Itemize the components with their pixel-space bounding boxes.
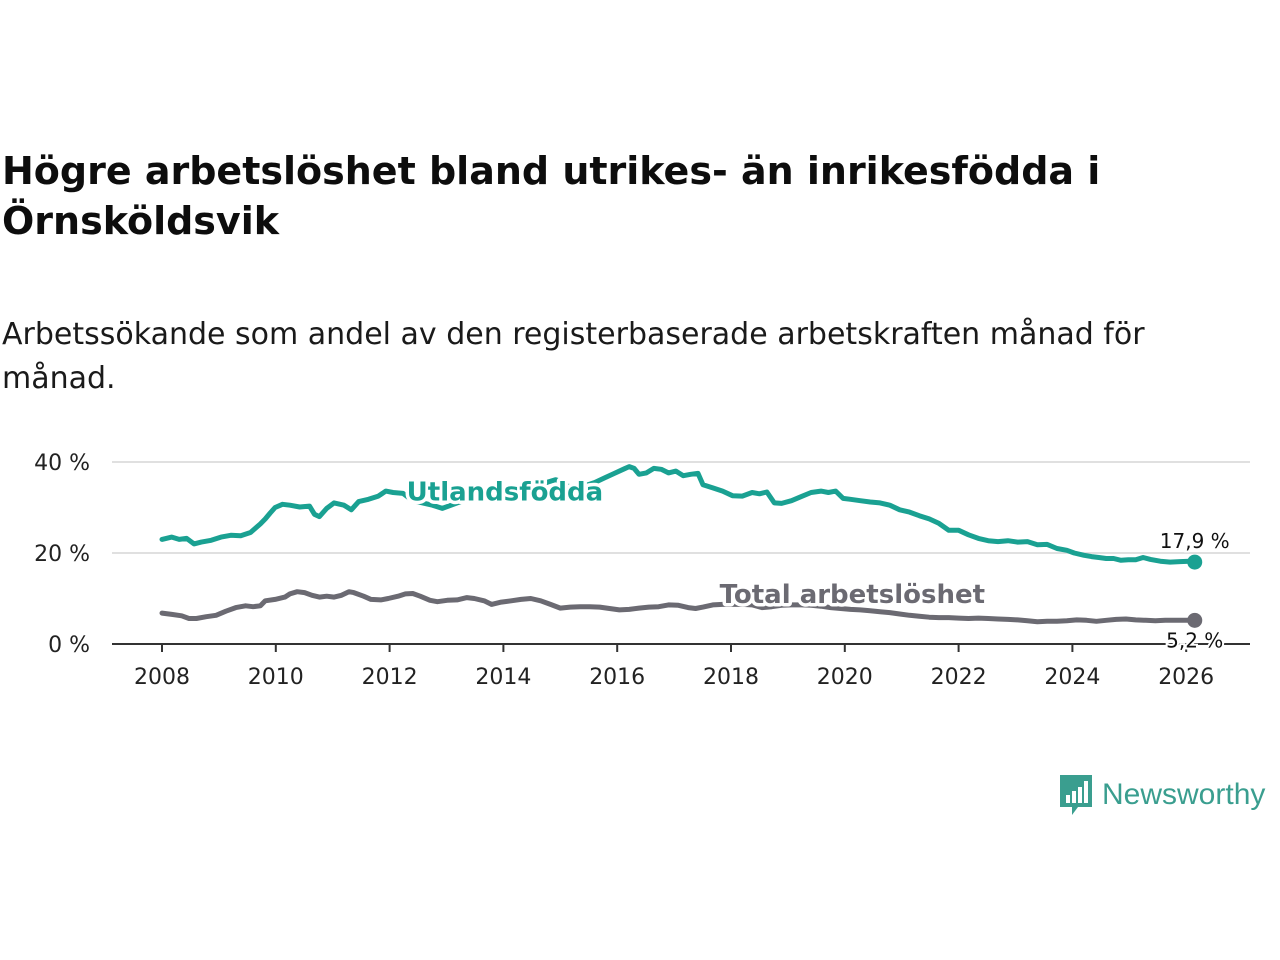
x-tick-label: 2020 [817, 665, 873, 690]
x-tick-label: 2014 [475, 665, 531, 690]
series-label-utlandsfodda: Utlandsfödda [407, 478, 604, 508]
series-label-total: Total arbetslöshet [720, 580, 985, 610]
chart-subtitle: Arbetssökande som andel av den registerb… [2, 317, 1145, 396]
series-end-label: 5,2 % [1166, 628, 1223, 652]
x-tick-label: 2008 [134, 665, 190, 690]
x-tick-label: 2024 [1044, 665, 1100, 690]
series-end-point [1187, 554, 1203, 570]
series-end-point [1187, 612, 1203, 628]
x-tick-label: 2016 [589, 665, 645, 690]
chart-title: Högre arbetslöshet bland utrikes- än inr… [2, 149, 1101, 243]
series-line-total [159, 589, 1198, 625]
axes [112, 643, 1250, 652]
brand-name: Newsworthy [1102, 778, 1266, 811]
y-tick-label: 40 % [34, 451, 90, 476]
line-chart: 0 % 20 % 40 % 2008 2010 2012 2014 2016 2018 2020 2… [34, 451, 1250, 690]
x-tick-label: 2012 [362, 665, 418, 690]
gridlines [112, 461, 1250, 554]
x-tick-label: 2018 [703, 665, 759, 690]
y-tick-label: 20 % [34, 542, 90, 567]
x-tick-label: 2010 [248, 665, 304, 690]
series-line-utlandsfodda [159, 464, 1198, 565]
y-tick-label: 0 % [48, 633, 90, 658]
newsworthy-logo-icon [1060, 775, 1092, 815]
x-tick-label: 2022 [931, 665, 987, 690]
brand-logo[interactable]: Newsworthy [1058, 773, 1265, 817]
series-lines [159, 464, 1203, 628]
series-end-label: 17,9 % [1160, 529, 1230, 553]
x-tick-label: 2026 [1158, 665, 1214, 690]
labels: 0 % 20 % 40 % 2008 2010 2012 2014 2016 2018 2020 2… [34, 451, 1232, 690]
